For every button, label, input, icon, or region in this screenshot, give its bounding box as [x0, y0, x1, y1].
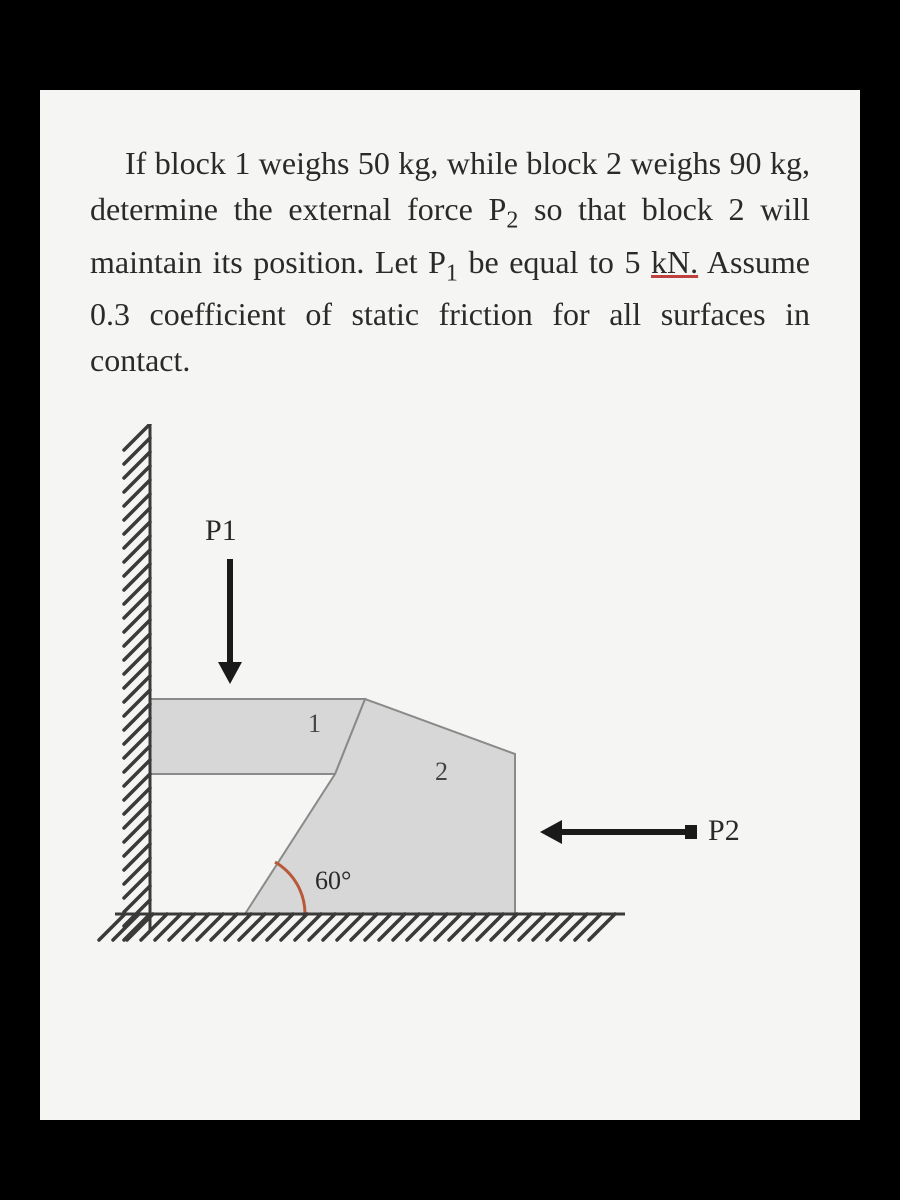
sub-p1: 1 — [222, 514, 237, 547]
figure-diagram: P1 P2 1 2 60° — [90, 424, 810, 984]
label-angle: 60° — [315, 866, 351, 896]
diagram-svg — [90, 424, 810, 984]
label-p1: P1 — [205, 514, 237, 548]
label-p2: P2 — [708, 814, 740, 848]
text-segment: be equal to 5 — [458, 244, 651, 280]
kn-underline: kN. — [651, 244, 698, 280]
page-card: If block 1 weighs 50 kg, while block 2 w… — [40, 90, 860, 1120]
subscript-p2: 2 — [506, 208, 518, 234]
sub-p2: 2 — [725, 814, 740, 847]
subscript-p1: 1 — [446, 260, 458, 286]
label-block2: 2 — [435, 757, 448, 787]
problem-statement: If block 1 weighs 50 kg, while block 2 w… — [90, 140, 810, 384]
label-block1: 1 — [308, 709, 321, 739]
